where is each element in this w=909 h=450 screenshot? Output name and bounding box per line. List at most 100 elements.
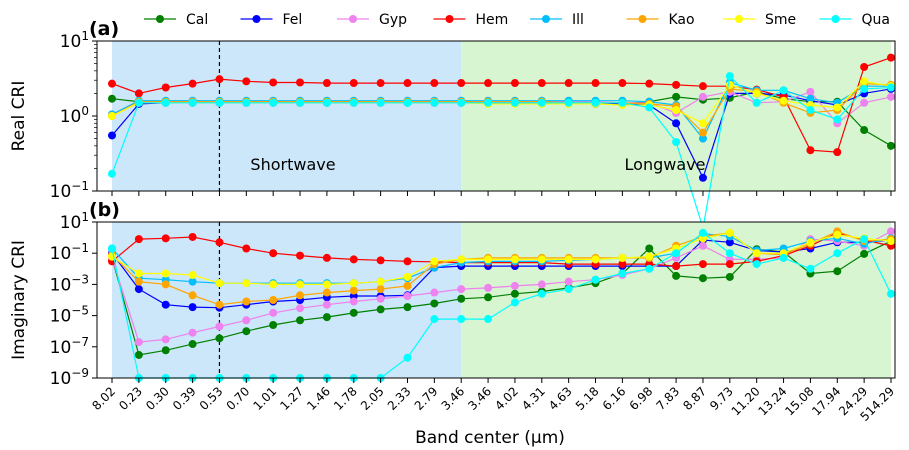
panel-b-imaginary-cri: 10−9 10−7 10−5 10−3 10−1 101 Imaginary CRI (b) 8…: [9, 199, 897, 424]
point-gyp: [134, 338, 143, 347]
point-cal: [349, 308, 358, 317]
x-tick-label: 8.87: [680, 384, 709, 413]
point-cal: [457, 294, 466, 303]
legend-entry-sme: Sme: [723, 12, 796, 28]
point-qua: [618, 98, 627, 107]
point-ill: [806, 94, 815, 103]
point-qua: [403, 98, 412, 107]
point-qua: [537, 289, 546, 298]
point-qua: [806, 106, 815, 115]
point-qua: [752, 98, 761, 107]
y-tick-label: 10−7: [50, 335, 89, 358]
y-tick-label: 101: [60, 210, 89, 233]
point-hem: [403, 257, 412, 266]
point-qua: [591, 98, 600, 107]
point-hem: [618, 260, 627, 269]
legend-marker: [542, 15, 550, 23]
point-qua: [510, 298, 519, 307]
point-hem: [242, 244, 251, 253]
legend-marker: [735, 15, 743, 23]
legend-entry-hem: Hem: [433, 12, 508, 28]
x-tick-label: 17.94: [809, 384, 843, 418]
point-qua: [591, 275, 600, 284]
x-tick-label: 0.30: [143, 384, 172, 413]
x-tick-label: 8.02: [89, 384, 118, 413]
point-hem: [349, 79, 358, 88]
point-qua: [457, 98, 466, 107]
point-cal: [269, 320, 278, 329]
point-hem: [430, 79, 439, 88]
point-qua: [269, 98, 278, 107]
point-hem: [134, 89, 143, 98]
point-sme: [215, 279, 224, 288]
x-tick-label: 7.83: [653, 384, 682, 413]
y-tick-label: 10−5: [50, 304, 89, 327]
point-fel: [188, 303, 197, 312]
legend-entry-cal: Cal: [144, 12, 208, 28]
legend-entry-qua: Qua: [819, 12, 890, 28]
point-cal: [376, 305, 385, 314]
x-tick-label: 13.24: [755, 384, 789, 418]
point-sme: [860, 77, 869, 86]
point-hem: [510, 79, 519, 88]
point-kao: [698, 128, 707, 137]
x-tick-label: 4.02: [492, 384, 521, 413]
point-sme: [752, 249, 761, 258]
point-qua: [887, 83, 895, 92]
point-hem: [618, 79, 627, 88]
point-hem: [188, 79, 197, 88]
point-hem: [403, 79, 412, 88]
point-gyp: [887, 227, 895, 236]
y-axis-label: Real CRI: [9, 81, 29, 152]
point-cal: [188, 340, 197, 349]
point-fel: [108, 131, 116, 140]
series-line-kao: [111, 82, 892, 134]
legend-marker: [831, 15, 840, 23]
y-axis-label: Imaginary CRI: [9, 240, 29, 360]
point-cal: [215, 334, 224, 343]
x-tick-label: 4.31: [519, 384, 548, 413]
x-tick-label: 4.63: [546, 384, 575, 413]
point-gyp: [215, 322, 224, 331]
point-qua: [188, 98, 197, 107]
panel-label: (a): [89, 18, 119, 40]
point-qua: [752, 260, 761, 269]
point-qua: [484, 98, 493, 107]
point-gyp: [430, 288, 439, 297]
point-qua: [698, 228, 707, 237]
point-hem: [564, 79, 573, 88]
point-gyp: [296, 304, 305, 313]
point-hem: [349, 255, 358, 264]
point-cal: [510, 289, 519, 298]
point-sme: [618, 253, 627, 262]
point-gyp: [806, 87, 815, 96]
x-tick-label: 0.70: [224, 384, 253, 413]
point-hem: [672, 262, 681, 271]
point-sme: [403, 272, 412, 281]
point-qua: [215, 98, 224, 107]
point-kao: [134, 277, 143, 286]
point-qua: [430, 315, 439, 324]
point-sme: [134, 269, 143, 278]
point-cal: [484, 293, 493, 302]
panel-a-real-cri: 10−1 100 101 Real CRI (a) Shortwave Longwave: [9, 18, 896, 233]
legend-entry-fel: Fel: [240, 12, 302, 28]
point-fel: [672, 119, 681, 128]
point-qua: [860, 235, 869, 244]
point-hem: [537, 79, 546, 88]
point-cal: [645, 244, 654, 253]
point-hem: [806, 146, 815, 155]
point-cal: [860, 126, 869, 135]
point-sme: [296, 280, 305, 289]
point-cal: [108, 94, 116, 103]
point-hem: [161, 83, 170, 92]
series-line-sme: [111, 232, 892, 285]
point-gyp: [376, 294, 385, 303]
point-hem: [215, 238, 224, 247]
point-kao: [376, 285, 385, 294]
point-qua: [887, 289, 895, 298]
point-cal: [242, 327, 251, 336]
point-fel: [725, 238, 734, 247]
point-qua: [161, 98, 170, 107]
point-hem: [215, 75, 224, 84]
